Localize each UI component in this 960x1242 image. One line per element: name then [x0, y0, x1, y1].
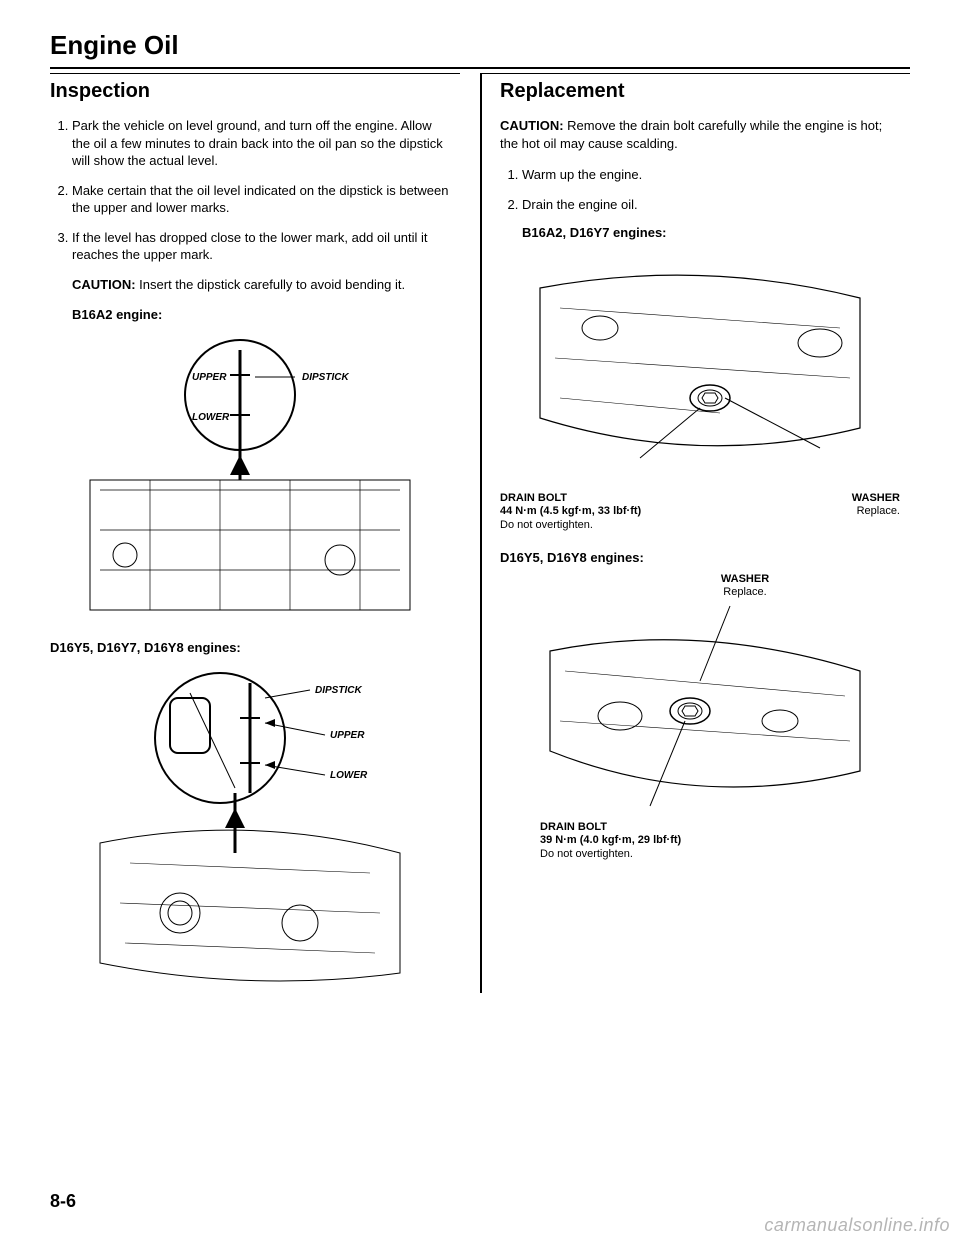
replacement-column: Replacement CAUTION: Remove the drain bo… — [480, 73, 910, 993]
step: If the level has dropped close to the lo… — [72, 229, 450, 264]
callout-spec: 39 N·m (4.0 kgf·m, 29 lbf·ft) — [540, 834, 900, 847]
drain-bolt-callout: DRAIN BOLT 44 N·m (4.5 kgf·m, 33 lbf·ft)… — [500, 492, 641, 532]
drain-diagram-1 — [500, 248, 900, 488]
inspection-steps: Park the vehicle on level ground, and tu… — [50, 117, 450, 264]
inspection-caution: CAUTION: Insert the dipstick carefully t… — [50, 276, 450, 294]
callout-main: DRAIN BOLT — [500, 492, 641, 505]
callout-main: WASHER — [590, 573, 900, 586]
drain-bolt-callout-2: DRAIN BOLT 39 N·m (4.0 kgf·m, 29 lbf·ft)… — [540, 821, 900, 861]
step: Make certain that the oil level indicate… — [72, 182, 450, 217]
step: Drain the engine oil. — [522, 196, 900, 214]
callout-main: DRAIN BOLT — [540, 821, 900, 834]
callout-note: Do not overtighten. — [540, 848, 900, 861]
callout-main: WASHER — [852, 492, 900, 505]
title-rule — [50, 67, 910, 69]
svg-text:DIPSTICK: DIPSTICK — [315, 685, 362, 696]
washer-callout-2: WASHER Replace. — [590, 573, 900, 599]
replacement-heading: Replacement — [500, 80, 900, 103]
replacement-caution: CAUTION: Remove the drain bolt carefully… — [500, 117, 900, 152]
page-number: 8-6 — [50, 1191, 76, 1212]
inspection-heading: Inspection — [50, 80, 450, 103]
drain-diagram-2 — [500, 601, 900, 821]
engine-label: D16Y5, D16Y8 engines: — [500, 550, 900, 565]
caution-label: CAUTION: — [72, 277, 136, 292]
callout-note: Replace. — [852, 505, 900, 518]
engine-label: B16A2 engine: — [50, 307, 450, 322]
dipstick-diagram-1: UPPER LOWER DIPSTICK — [50, 330, 450, 630]
watermark: carmanualsonline.info — [764, 1215, 950, 1236]
engine-label: B16A2, D16Y7 engines: — [500, 225, 900, 240]
callout-spec: 44 N·m (4.5 kgf·m, 33 lbf·ft) — [500, 505, 641, 518]
svg-text:LOWER: LOWER — [192, 412, 230, 423]
step: Park the vehicle on level ground, and tu… — [72, 117, 450, 170]
dipstick-diagram-2: DIPSTICK UPPER LOWER — [50, 663, 450, 993]
caution-label: CAUTION: — [500, 118, 564, 133]
caution-text: Insert the dipstick carefully to avoid b… — [139, 277, 405, 292]
callout-note: Do not overtighten. — [500, 519, 641, 532]
svg-text:UPPER: UPPER — [192, 372, 227, 383]
engine-label: D16Y5, D16Y7, D16Y8 engines: — [50, 640, 450, 655]
svg-text:LOWER: LOWER — [330, 770, 368, 781]
svg-text:DIPSTICK: DIPSTICK — [302, 372, 349, 383]
washer-callout: WASHER Replace. — [852, 492, 900, 532]
inspection-column: Inspection Park the vehicle on level gro… — [50, 73, 460, 993]
svg-text:UPPER: UPPER — [330, 730, 365, 741]
callout-row: DRAIN BOLT 44 N·m (4.5 kgf·m, 33 lbf·ft)… — [500, 492, 900, 532]
replacement-steps: Warm up the engine. Drain the engine oil… — [500, 166, 900, 213]
callout-note: Replace. — [590, 586, 900, 599]
step: Warm up the engine. — [522, 166, 900, 184]
page-title: Engine Oil — [50, 30, 910, 61]
